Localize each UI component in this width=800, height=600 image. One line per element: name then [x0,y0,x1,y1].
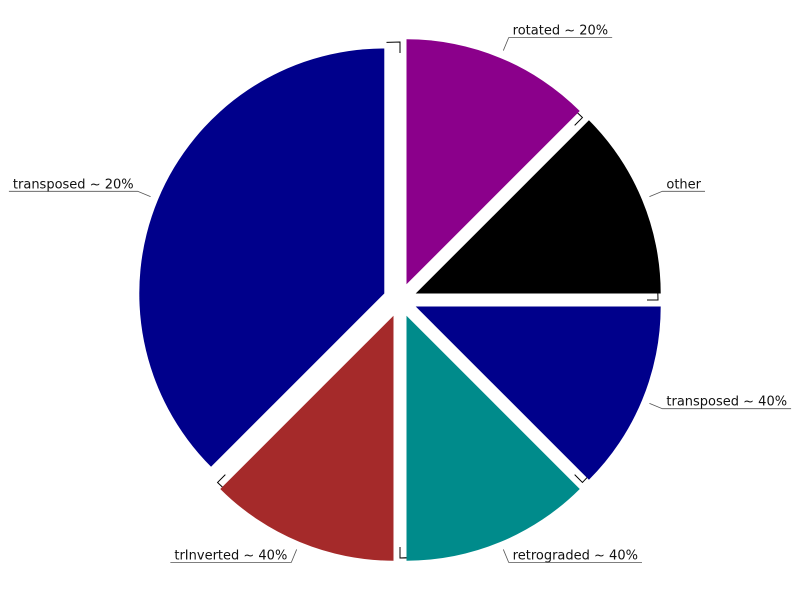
slice-label: retrograded ~ 40% [513,548,638,563]
slice-label: rotated ~ 20% [513,24,608,39]
boundary-tick [386,41,401,53]
pie-slice [139,48,385,467]
pie-labels: rotated ~ 20% other transposed ~ 40% retrog… [8,24,792,563]
pie-slice [415,120,661,294]
leader-line [649,402,792,410]
pie-slice [220,315,394,561]
leader-line [502,549,642,563]
leader-line [8,190,151,198]
slice-label: other [666,177,701,192]
leader-line [170,549,298,563]
slice-label: transposed ~ 20% [13,177,134,192]
pie-slice [415,306,661,480]
pie-slices [139,39,661,561]
slice-label: transposed ~ 40% [666,395,787,410]
slice-label: trInverted ~ 40% [174,548,287,563]
pie-slice [406,315,580,561]
leader-line [649,190,706,198]
pie-slice [406,39,580,285]
leader-line [502,37,613,51]
